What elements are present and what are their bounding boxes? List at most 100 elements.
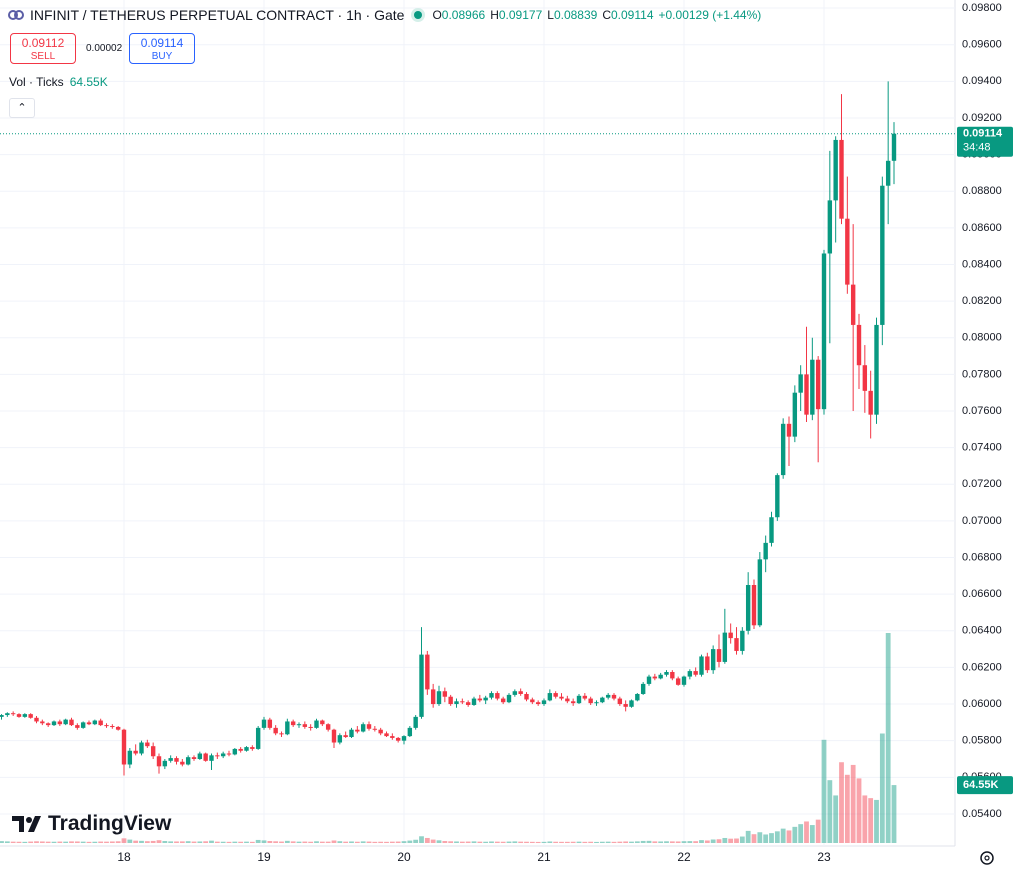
volume-bar — [512, 841, 518, 843]
candle-body — [80, 722, 86, 728]
candle-body — [716, 649, 722, 662]
x-tick-label: 18 — [117, 850, 131, 864]
settings-icon[interactable] — [980, 851, 994, 865]
volume-bar — [255, 839, 261, 843]
candle-body — [395, 737, 401, 741]
candle-body — [734, 638, 739, 651]
volume-bar — [669, 841, 675, 843]
x-tick-label: 22 — [677, 850, 691, 864]
volume-bar — [302, 841, 308, 843]
volume-bar — [500, 841, 506, 843]
sell-label[interactable]: SELL — [30, 51, 56, 62]
gear-outline[interactable] — [980, 851, 994, 865]
volume-bar — [570, 841, 576, 843]
volume-bar — [459, 841, 465, 843]
candle-body — [261, 719, 267, 728]
y-tick-label: 0.06200 — [962, 661, 1002, 673]
sell-button[interactable]: 0.09112 SELL — [10, 33, 76, 64]
volume-bar — [319, 841, 325, 843]
volume-bar — [634, 841, 640, 843]
candle-body — [110, 726, 115, 728]
buy-label[interactable]: BUY — [151, 51, 173, 62]
ohlc-key: C — [602, 8, 611, 22]
volume-bar — [874, 799, 879, 843]
candle-body — [57, 721, 63, 725]
volume-bar — [185, 841, 191, 843]
candle-body — [670, 672, 675, 679]
volume-bar — [623, 841, 629, 843]
volume-bar — [658, 841, 664, 843]
candle-layer — [0, 81, 897, 776]
candle-body — [512, 691, 518, 695]
candle-body — [617, 698, 623, 705]
volume-bar — [844, 774, 850, 843]
y-tick-label: 0.06000 — [962, 698, 1002, 710]
gear-center[interactable] — [984, 855, 990, 861]
candle-body — [226, 753, 232, 755]
volume-bar — [629, 841, 634, 843]
volume-bar — [757, 832, 763, 843]
volume-bar — [51, 841, 57, 843]
volume-bar — [489, 841, 494, 843]
candle-body — [722, 632, 728, 662]
volume-bar — [98, 841, 104, 843]
y-tick-label: 0.06800 — [962, 551, 1002, 563]
volume-bar — [150, 840, 156, 843]
candle-body — [541, 700, 547, 705]
volume-bar — [92, 841, 98, 843]
volume-bar — [28, 841, 34, 843]
candle-body — [693, 671, 698, 675]
volume-bar — [232, 841, 238, 843]
volume-bar — [862, 795, 868, 843]
sell-price[interactable]: 0.09112 — [21, 36, 65, 50]
ohlc-value: 0.08966 — [441, 8, 486, 22]
volume-bar — [827, 780, 833, 843]
candle-body — [0, 715, 4, 717]
brand: TradingView — [12, 812, 171, 836]
candle-body — [506, 694, 512, 703]
volume-legend: Vol · Ticks 64.55K — [9, 75, 108, 89]
candle-body — [355, 729, 360, 732]
buy-price[interactable]: 0.09114 — [140, 36, 184, 50]
candle-body — [588, 698, 593, 704]
volume-bar — [605, 841, 611, 843]
volume-bar — [179, 841, 185, 843]
volume-bar — [220, 841, 226, 843]
candle-body — [267, 719, 273, 728]
symbol-title[interactable]: INFINIT / TETHERUS PERPETUAL CONTRACT · … — [30, 7, 405, 23]
candle-body — [635, 693, 640, 701]
candle-body — [121, 729, 127, 765]
volume-bar — [360, 841, 366, 843]
volume-bar — [57, 841, 63, 843]
candle-body — [285, 721, 290, 735]
candle-body — [180, 761, 185, 765]
volume-bar — [384, 841, 389, 843]
candle-body — [63, 719, 68, 725]
candle-body — [407, 727, 413, 737]
volume-bar — [139, 840, 144, 843]
candle-body — [302, 724, 308, 727]
volume-bar — [611, 841, 617, 843]
y-tick-label: 0.07800 — [962, 368, 1002, 380]
candle-body — [390, 736, 395, 738]
y-tick-label: 0.09600 — [962, 39, 1002, 51]
ohlc-key: L — [547, 8, 554, 22]
volume-bar — [401, 841, 407, 843]
candle-body — [553, 693, 558, 697]
candle-body — [763, 542, 768, 560]
collapse-button[interactable]: ⌃ — [9, 98, 35, 118]
volume-bar — [809, 825, 815, 843]
candle-body — [465, 702, 471, 705]
y-tick-label: 0.07400 — [962, 442, 1002, 454]
y-tick-label: 0.06400 — [962, 625, 1002, 637]
volume-bar — [804, 821, 809, 843]
volume-bar — [506, 841, 512, 843]
candle-body — [489, 693, 494, 698]
candle-body — [495, 693, 500, 699]
candle-body — [815, 359, 821, 410]
buy-button[interactable]: 0.09114 BUY — [129, 33, 195, 64]
volume-bar — [798, 824, 804, 843]
volume-bar — [815, 819, 821, 843]
candle-body — [710, 649, 716, 671]
